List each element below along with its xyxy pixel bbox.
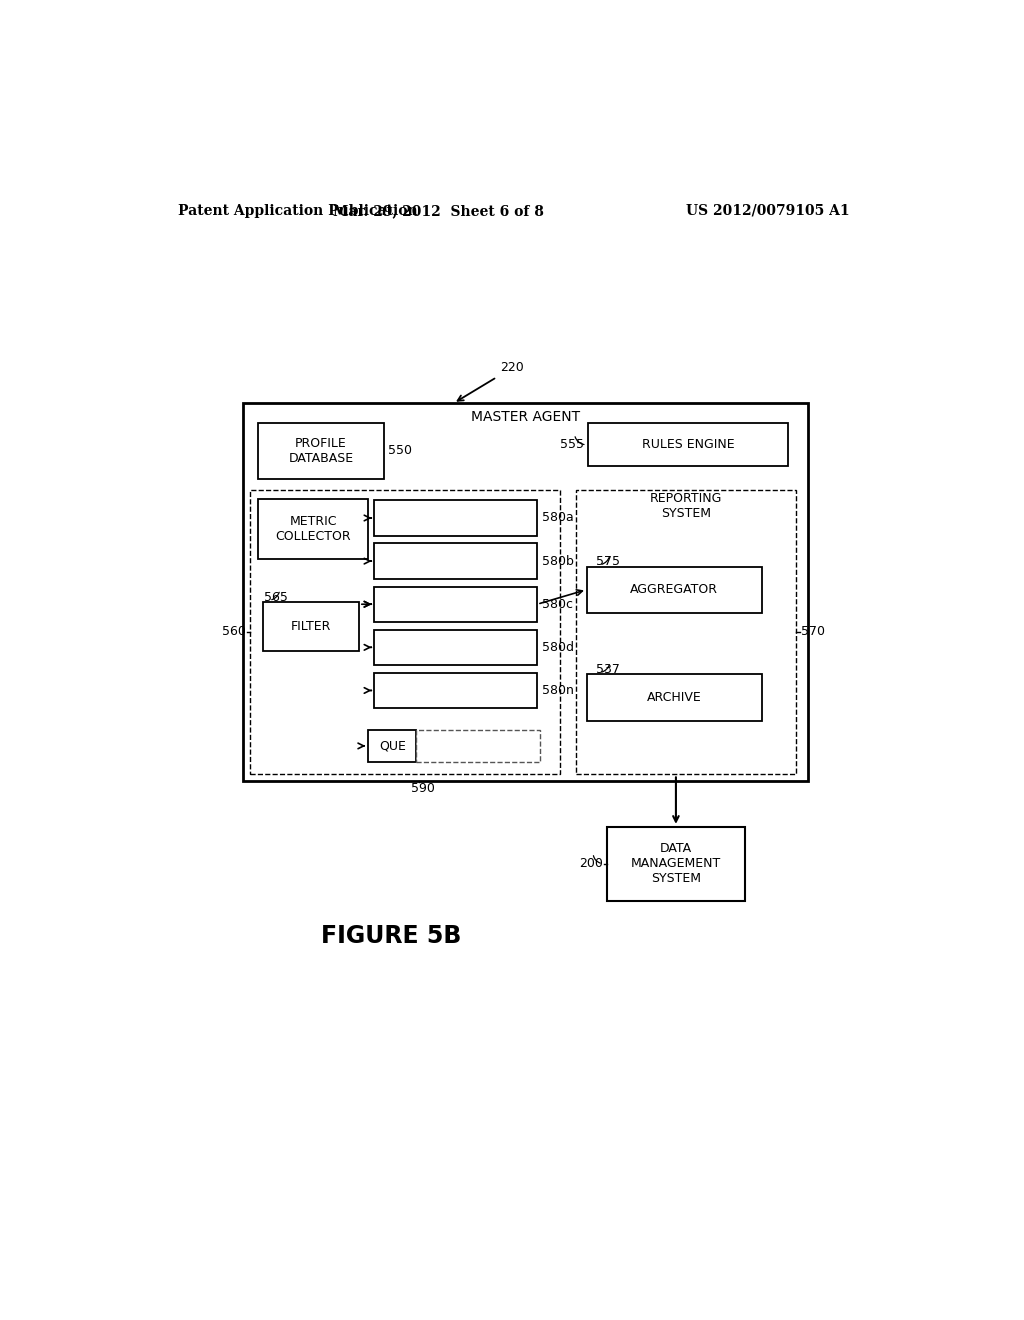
Text: ARCHIVE: ARCHIVE	[647, 690, 701, 704]
Text: US 2012/0079105 A1: US 2012/0079105 A1	[686, 203, 850, 218]
Text: 580n: 580n	[542, 684, 573, 697]
Bar	[607, 826, 744, 900]
Text: 537: 537	[596, 663, 620, 676]
Text: 580d: 580d	[542, 640, 573, 653]
Text: 200: 200	[580, 857, 603, 870]
Text: 580a: 580a	[542, 511, 573, 524]
Text: 570: 570	[801, 626, 824, 639]
Text: 220: 220	[500, 362, 523, 375]
Text: REPORTING
SYSTEM: REPORTING SYSTEM	[650, 492, 722, 520]
Text: AGGREGATOR: AGGREGATOR	[631, 583, 719, 597]
Bar	[243, 404, 809, 780]
Text: FILTER: FILTER	[291, 620, 331, 634]
Bar	[375, 500, 538, 536]
Bar	[258, 499, 369, 558]
Text: 575: 575	[596, 556, 621, 569]
Bar	[369, 730, 417, 762]
Text: RULES ENGINE: RULES ENGINE	[642, 438, 734, 451]
Bar	[375, 544, 538, 579]
Text: FIGURE 5B: FIGURE 5B	[322, 924, 462, 948]
Bar	[375, 630, 538, 665]
Text: MASTER AGENT: MASTER AGENT	[471, 411, 581, 424]
Bar	[263, 602, 359, 651]
Bar	[589, 424, 788, 466]
Bar	[587, 566, 762, 612]
Bar	[417, 730, 541, 762]
Bar	[258, 424, 384, 479]
Text: 590: 590	[411, 781, 434, 795]
Bar	[375, 586, 538, 622]
Text: 555: 555	[560, 438, 585, 451]
Text: 565: 565	[264, 591, 289, 603]
Text: PROFILE
DATABASE: PROFILE DATABASE	[289, 437, 353, 465]
Text: 560: 560	[222, 626, 246, 639]
Text: Mar. 29, 2012  Sheet 6 of 8: Mar. 29, 2012 Sheet 6 of 8	[333, 203, 544, 218]
Bar	[575, 490, 796, 775]
Text: 550: 550	[388, 445, 413, 458]
Bar	[375, 673, 538, 708]
Text: 580c: 580c	[542, 598, 572, 611]
Text: QUE: QUE	[379, 739, 406, 752]
Bar	[587, 675, 762, 721]
Bar	[251, 490, 560, 775]
Text: 580b: 580b	[542, 554, 573, 568]
Text: DATA
MANAGEMENT
SYSTEM: DATA MANAGEMENT SYSTEM	[631, 842, 721, 886]
Text: Patent Application Publication: Patent Application Publication	[178, 203, 418, 218]
Text: METRIC
COLLECTOR: METRIC COLLECTOR	[275, 515, 351, 543]
